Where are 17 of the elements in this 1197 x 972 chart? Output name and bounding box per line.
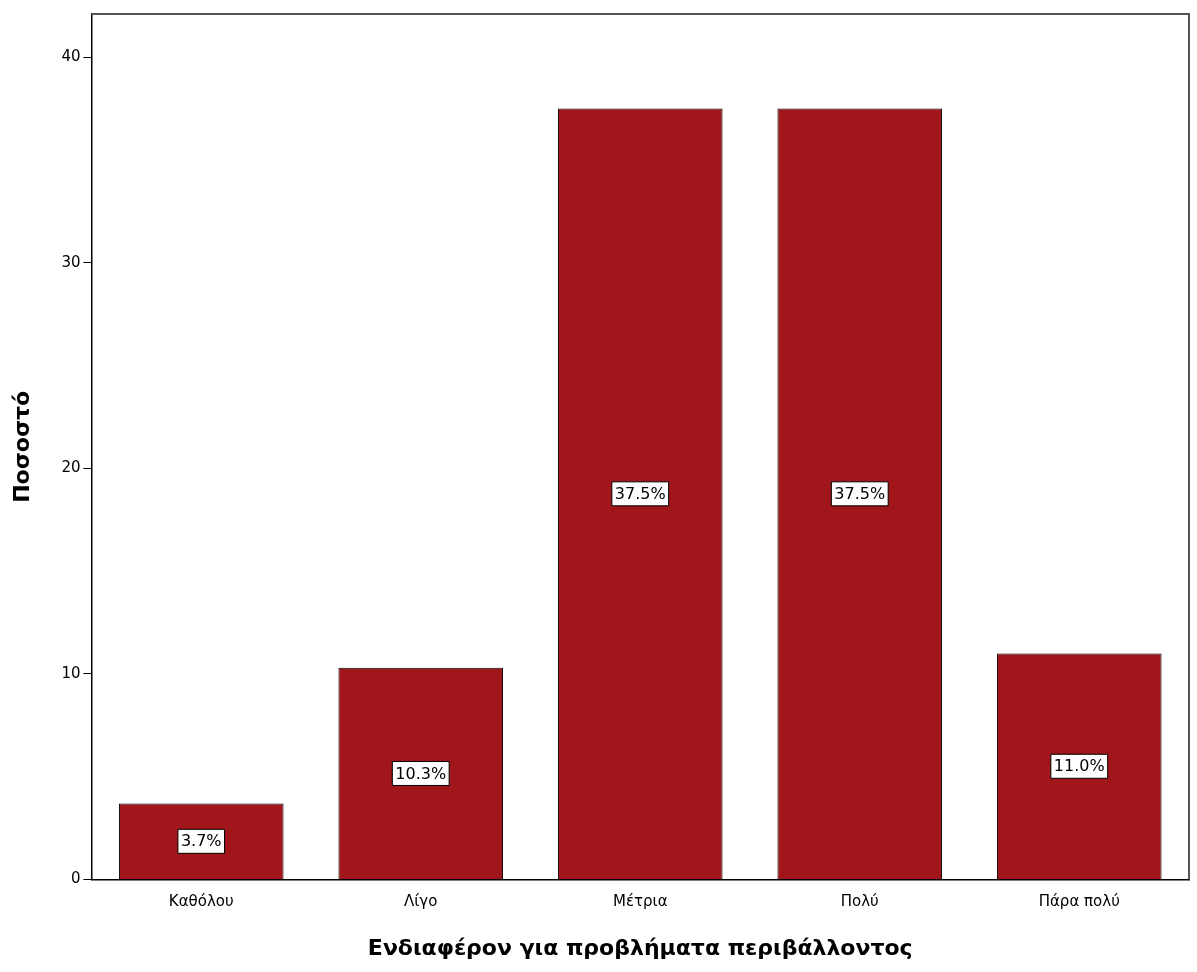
x-axis-title: Ενδιαφέρον για προβλήματα περιβάλλοντος — [367, 934, 913, 960]
x-tick-label: Καθόλου — [168, 892, 234, 911]
data-label: 11.0% — [1053, 756, 1105, 776]
data-label: 37.5% — [614, 484, 666, 503]
data-label: 10.3% — [395, 763, 447, 783]
y-tick-label: 40 — [61, 47, 81, 66]
x-tick-label: Λίγο — [404, 892, 438, 911]
y-axis-title: Ποσοστό — [8, 390, 34, 503]
y-tick-label: 10 — [61, 663, 81, 682]
y-tick-label: 20 — [61, 458, 81, 477]
x-tick-label: Μέτρια — [612, 892, 668, 911]
x-tick-label: Πάρα πολύ — [1038, 892, 1120, 911]
x-tick-label: Πολύ — [840, 892, 879, 911]
data-label: 3.7% — [180, 831, 222, 851]
y-tick-label: 30 — [61, 252, 81, 271]
data-label: 37.5% — [834, 484, 886, 503]
y-tick-label: 0 — [70, 869, 81, 888]
